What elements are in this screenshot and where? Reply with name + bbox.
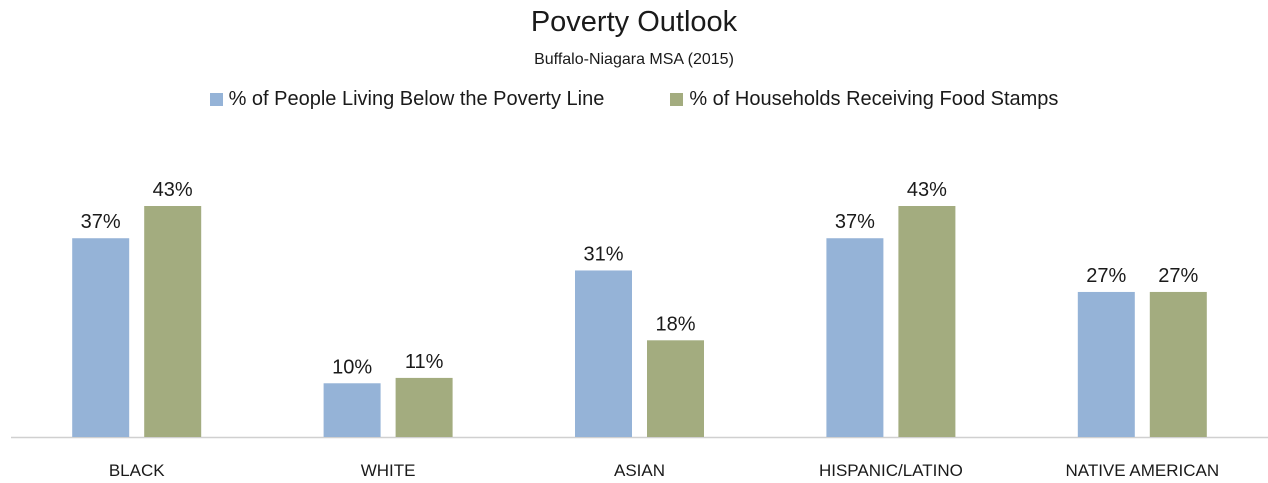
- bar-food-stamps-native-american: [1149, 291, 1207, 437]
- x-tick-label: HISPANIC/LATINO: [819, 461, 963, 480]
- chart-title: Poverty Outlook: [530, 6, 738, 38]
- legend-item-food-stamps: % of Households Receiving Food Stamps: [670, 86, 1058, 112]
- data-label-poverty: 27%: [1086, 265, 1126, 287]
- legend-label-food-stamps: % of Households Receiving Food Stamps: [689, 88, 1059, 110]
- data-label-food-stamps: 27%: [1158, 265, 1198, 287]
- bar-poverty-asian: [575, 270, 632, 437]
- data-label-food-stamps: 11%: [405, 351, 444, 373]
- data-label-food-stamps: 18%: [655, 313, 695, 335]
- x-tick-label: BLACK: [109, 461, 165, 480]
- bar-poverty-hispanic-latino: [826, 238, 884, 437]
- chart-subtitle: Buffalo-Niagara MSA (2015): [534, 51, 734, 68]
- bar-food-stamps-black: [144, 206, 202, 437]
- bar-poverty-native-american: [1077, 291, 1135, 437]
- legend-swatch-food-stamps: [670, 92, 684, 106]
- bar-food-stamps-hispanic-latino: [898, 206, 956, 437]
- x-tick-label: ASIAN: [614, 461, 665, 480]
- data-label-poverty: 37%: [835, 211, 875, 233]
- bar-food-stamps-asian: [647, 340, 704, 437]
- x-tick-label: NATIVE AMERICAN: [1065, 461, 1219, 480]
- bar-poverty-white: [323, 383, 381, 437]
- legend-label-poverty: % of People Living Below the Poverty Lin…: [228, 88, 605, 110]
- bar-poverty-black: [72, 238, 130, 437]
- data-label-poverty: 37%: [81, 211, 121, 233]
- legend-swatch-poverty: [209, 92, 223, 106]
- data-label-food-stamps: 43%: [907, 179, 947, 201]
- chart-legend: % of People Living Below the Poverty Lin…: [0, 86, 1268, 112]
- data-label-food-stamps: 43%: [153, 179, 193, 201]
- legend-item-poverty: % of People Living Below the Poverty Lin…: [209, 86, 605, 112]
- bar-food-stamps-white: [395, 377, 453, 437]
- x-tick-label: WHITE: [361, 461, 416, 480]
- data-label-poverty: 10%: [332, 356, 372, 378]
- data-label-poverty: 31%: [583, 243, 623, 265]
